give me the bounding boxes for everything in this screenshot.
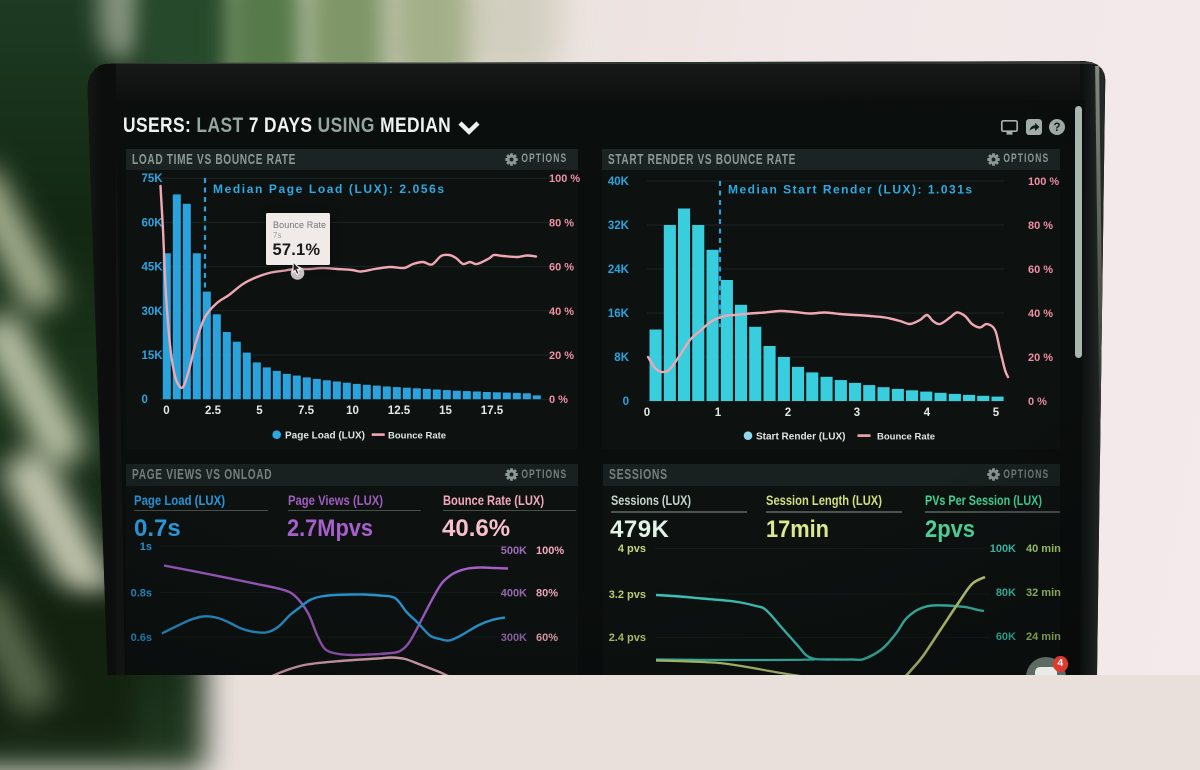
svg-text:100K: 100K (990, 543, 1016, 555)
svg-text:80 %: 80 % (549, 217, 574, 229)
svg-text:0 %: 0 % (1028, 396, 1047, 408)
svg-text:20 %: 20 % (1028, 352, 1053, 364)
svg-text:16K: 16K (608, 308, 630, 320)
svg-text:2: 2 (785, 407, 791, 419)
svg-text:500K: 500K (501, 545, 527, 557)
svg-text:60 %: 60 % (1028, 264, 1053, 276)
svg-text:40 %: 40 % (1028, 308, 1053, 320)
svg-text:8K: 8K (614, 352, 629, 364)
svg-text:2.5: 2.5 (205, 405, 222, 417)
svg-text:60 %: 60 % (549, 262, 574, 274)
svg-text:400K: 400K (501, 588, 527, 600)
svg-text:100%: 100% (536, 545, 564, 557)
svg-text:60%: 60% (536, 632, 558, 644)
svg-text:4 pvs: 4 pvs (618, 543, 646, 555)
svg-text:12.5: 12.5 (388, 405, 411, 417)
svg-text:1s: 1s (140, 541, 152, 553)
svg-text:17.5: 17.5 (481, 405, 504, 417)
svg-text:45K: 45K (142, 262, 164, 274)
svg-text:5: 5 (256, 405, 263, 417)
svg-text:2.4 pvs: 2.4 pvs (609, 632, 646, 644)
svg-text:32K: 32K (608, 220, 630, 232)
svg-text:40K: 40K (608, 176, 630, 188)
svg-text:32 min: 32 min (1026, 587, 1061, 599)
svg-text:7.5: 7.5 (298, 405, 315, 417)
svg-text:4: 4 (924, 407, 931, 419)
svg-text:24K: 24K (608, 264, 630, 276)
svg-text:0: 0 (623, 396, 629, 408)
svg-text:100 %: 100 % (1028, 176, 1059, 188)
svg-text:0: 0 (142, 394, 148, 406)
svg-text:1: 1 (715, 407, 722, 419)
svg-text:40 %: 40 % (549, 306, 574, 318)
svg-text:0.6s: 0.6s (131, 632, 152, 644)
svg-text:?: ? (1053, 122, 1060, 134)
svg-text:5: 5 (993, 407, 1000, 419)
svg-text:15: 15 (439, 405, 452, 417)
svg-text:60K: 60K (996, 631, 1016, 643)
svg-text:80 %: 80 % (1028, 220, 1053, 232)
svg-text:30K: 30K (142, 306, 164, 318)
svg-text:Bounce Rate: Bounce Rate (877, 432, 935, 443)
svg-text:80%: 80% (536, 588, 558, 600)
svg-text:75K: 75K (142, 173, 164, 185)
svg-text:0: 0 (644, 407, 650, 419)
svg-text:300K: 300K (501, 632, 527, 644)
svg-text:3.2 pvs: 3.2 pvs (609, 589, 646, 601)
svg-text:0 %: 0 % (549, 394, 568, 406)
svg-text:24 min: 24 min (1026, 631, 1061, 643)
svg-text:10: 10 (346, 405, 359, 417)
svg-text:Start Render (LUX): Start Render (LUX) (756, 432, 845, 443)
svg-text:80K: 80K (996, 587, 1016, 599)
svg-text:100 %: 100 % (549, 173, 580, 185)
svg-text:Median Start Render (LUX): 1.0: Median Start Render (LUX): 1.031s (728, 183, 974, 197)
svg-text:15K: 15K (142, 350, 164, 362)
svg-text:Bounce Rate: Bounce Rate (388, 431, 446, 442)
svg-text:60K: 60K (142, 217, 164, 229)
svg-text:3: 3 (854, 407, 860, 419)
svg-text:Page Load (LUX): Page Load (LUX) (285, 431, 365, 442)
svg-text:40 min: 40 min (1026, 543, 1061, 555)
svg-text:0: 0 (163, 405, 169, 417)
svg-text:20 %: 20 % (549, 350, 574, 362)
svg-text:0.8s: 0.8s (131, 588, 152, 600)
svg-text:Median Page Load (LUX): 2.056s: Median Page Load (LUX): 2.056s (213, 182, 446, 196)
